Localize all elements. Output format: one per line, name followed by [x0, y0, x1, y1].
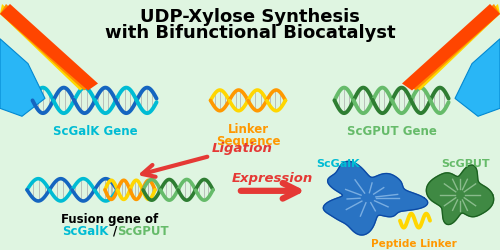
- Text: with Bifunctional Biocatalyst: with Bifunctional Biocatalyst: [104, 24, 396, 42]
- Polygon shape: [406, 5, 500, 91]
- Text: Sequence: Sequence: [216, 135, 280, 147]
- Text: ScGalK: ScGalK: [62, 224, 108, 237]
- Polygon shape: [455, 40, 500, 117]
- Polygon shape: [0, 5, 98, 91]
- Text: Fusion gene of: Fusion gene of: [62, 212, 158, 225]
- Text: ScGPUT: ScGPUT: [117, 224, 169, 237]
- Text: ScGalK: ScGalK: [316, 158, 360, 168]
- Text: Expression: Expression: [232, 171, 312, 184]
- Text: ScGPUT Gene: ScGPUT Gene: [347, 125, 437, 138]
- Text: Ligation: Ligation: [212, 142, 273, 154]
- Text: ScGPUT: ScGPUT: [442, 158, 490, 168]
- Polygon shape: [0, 5, 90, 91]
- Text: Peptide Linker: Peptide Linker: [371, 238, 457, 248]
- Polygon shape: [0, 5, 94, 91]
- Polygon shape: [0, 40, 45, 117]
- Text: ScGalK Gene: ScGalK Gene: [52, 125, 138, 138]
- Polygon shape: [410, 5, 500, 91]
- Polygon shape: [402, 5, 500, 91]
- Text: Linker: Linker: [228, 123, 268, 136]
- Polygon shape: [426, 166, 494, 225]
- Text: UDP-Xylose Synthesis: UDP-Xylose Synthesis: [140, 8, 360, 26]
- Text: /: /: [113, 224, 117, 237]
- Polygon shape: [324, 162, 428, 235]
